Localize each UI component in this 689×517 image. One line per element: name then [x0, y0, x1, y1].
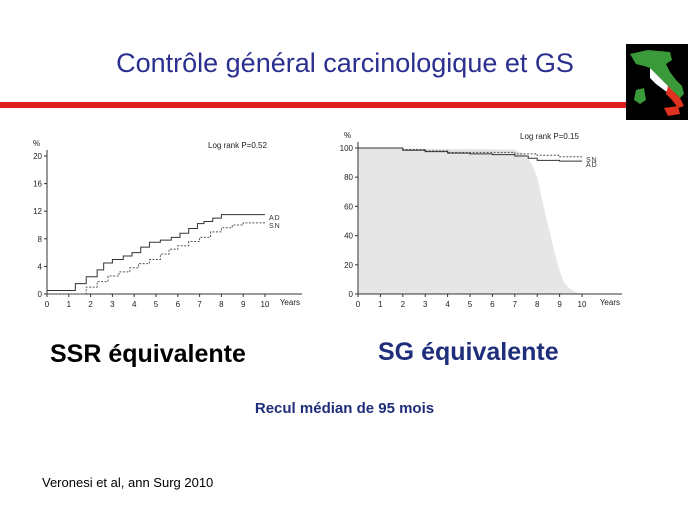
accent-line	[0, 102, 640, 108]
y-tick-label: 4	[38, 262, 43, 271]
x-tick-label: 9	[241, 300, 246, 309]
y-tick-label: 16	[33, 180, 42, 189]
x-tick-label: 5	[154, 300, 159, 309]
series-label-ad: AD	[586, 162, 598, 169]
x-tick-label: 7	[513, 300, 518, 309]
caption-sg: SG équivalente	[378, 338, 559, 366]
series-line-ad	[358, 147, 582, 162]
logo-mainland-red	[666, 86, 684, 108]
logo-sicily	[664, 106, 680, 116]
log-rank-annotation: Log rank P=0.15	[520, 132, 579, 141]
shaded-area	[358, 148, 582, 294]
x-tick-label: 7	[197, 300, 202, 309]
caption-ssr: SSR équivalente	[50, 340, 246, 368]
x-tick-label: 10	[261, 300, 270, 309]
x-tick-label: 8	[535, 300, 540, 309]
x-axis-label: Years	[280, 298, 300, 307]
right-survival-chart: 0 20 40 60 80 100 0 1 2 3 4 5 6 7 8 9 10% Years Log rank P…	[340, 131, 622, 309]
x-tick-label: 4	[445, 300, 450, 309]
x-tick-label: 3	[423, 300, 428, 309]
y-tick-label: 100	[340, 144, 354, 153]
series-label-ad: AD	[269, 215, 281, 222]
x-tick-label: 10	[578, 300, 587, 309]
x-tick-label: 6	[176, 300, 181, 309]
x-axis-label: Years	[600, 298, 620, 307]
x-tick-label: 5	[468, 300, 473, 309]
y-tick-label: 60	[344, 202, 353, 211]
logo-sardinia	[634, 88, 646, 104]
x-tick-label: 1	[378, 300, 383, 309]
x-tick-label: 6	[490, 300, 495, 309]
series-line-ad	[47, 214, 265, 292]
x-tick-label: 2	[88, 300, 93, 309]
x-tick-label: 0	[356, 300, 361, 309]
y-tick-label: 80	[344, 173, 353, 182]
y-tick-label: 12	[33, 207, 42, 216]
y-tick-label: 40	[344, 232, 353, 241]
slide-title: Contrôle général carcinologique et GS	[116, 48, 574, 78]
x-tick-label: 3	[110, 300, 115, 309]
log-rank-annotation: Log rank P=0.52	[208, 141, 267, 150]
x-tick-label: 2	[401, 300, 406, 309]
y-tick-label: 20	[344, 261, 353, 270]
x-tick-label: 9	[557, 300, 562, 309]
series-label-sn: SN	[586, 157, 598, 164]
italy-flag-map-logo	[626, 44, 688, 120]
y-tick-label: 20	[33, 152, 42, 161]
series-label-sn: SN	[269, 223, 281, 230]
x-tick-label: 0	[45, 300, 50, 309]
y-axis-label: %	[33, 139, 40, 148]
x-tick-label: 1	[67, 300, 72, 309]
x-tick-label: 4	[132, 300, 137, 309]
y-axis-label: %	[344, 131, 351, 140]
x-tick-label: 8	[219, 300, 224, 309]
citation: Veronesi et al, ann Surg 2010	[42, 475, 214, 490]
y-tick-label: 0	[349, 290, 354, 299]
median-followup-note: Recul médian de 95 mois	[254, 400, 435, 417]
y-tick-label: 0	[38, 290, 43, 299]
y-tick-label: 8	[38, 235, 43, 244]
logo-mainland	[630, 50, 684, 98]
